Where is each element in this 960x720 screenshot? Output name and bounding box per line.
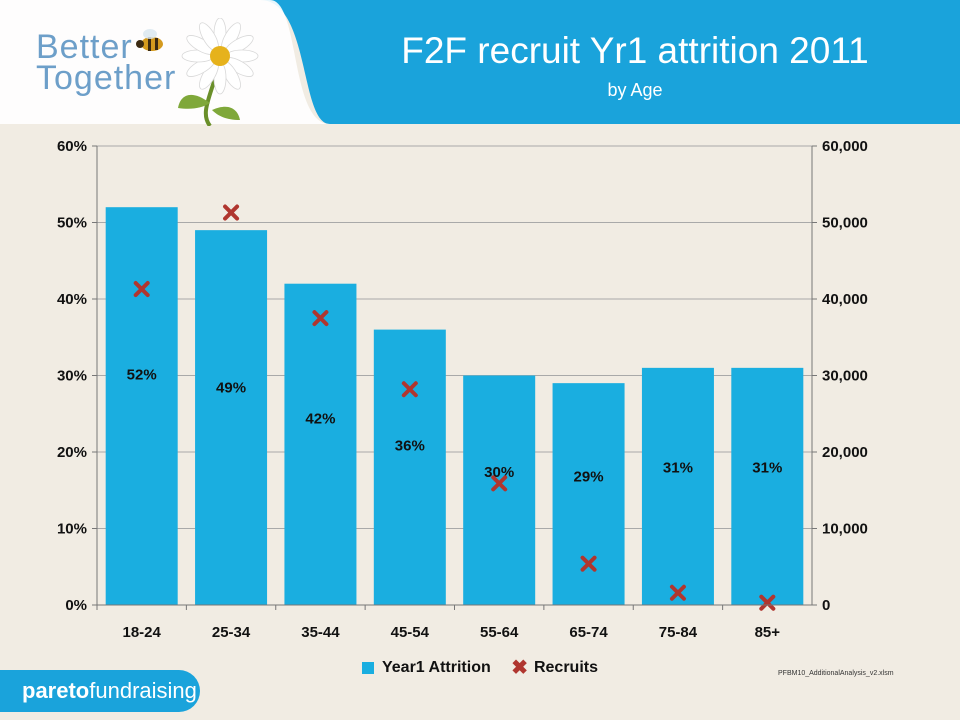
recruits-marker-85+ (759, 594, 776, 611)
bar-value-label: 52% (127, 366, 157, 383)
brand-wordmark-line1: Better (36, 28, 133, 66)
recruits-marker-75-84 (669, 584, 686, 601)
legend-bar-swatch (361, 662, 374, 674)
y-left-tick-label: 60% (57, 138, 87, 155)
legend-x-marker-icon: ✖ (511, 657, 528, 679)
x-tick-label: 45-54 (391, 624, 430, 641)
recruits-marker-35-44 (312, 310, 329, 327)
y-right-tick-label: 0 (822, 597, 830, 614)
markers-recruits (133, 204, 776, 611)
header-band (0, 0, 960, 124)
x-tick-label: 65-74 (569, 624, 608, 641)
bar-85+ (731, 367, 804, 605)
bar-value-label: 36% (395, 437, 425, 454)
bar-65-74 (552, 383, 625, 605)
y-left-tick-label: 30% (57, 368, 87, 385)
bar-value-label: 31% (752, 459, 782, 476)
y-left-tick-label: 0% (65, 597, 87, 614)
y-left-tick-label: 10% (57, 521, 87, 538)
y-right-tick-label: 40,000 (822, 291, 868, 308)
recruits-marker-45-54 (401, 381, 418, 398)
logo-wordmark-light: fundraising (89, 678, 197, 703)
bar-25-34 (195, 230, 268, 605)
y-right-tick-label: 30,000 (822, 368, 868, 385)
daisy-flower-illustration (136, 18, 259, 126)
recruits-marker-65-74 (580, 555, 597, 572)
bar-75-84 (641, 367, 714, 605)
logo-wordmark: paretofundraising (22, 678, 197, 704)
recruits-marker-25-34 (223, 204, 240, 221)
x-tick-label: 18-24 (123, 624, 162, 641)
bar-35-44 (284, 283, 357, 605)
legend-label-recruits: Recruits (533, 659, 598, 676)
bar-value-label: 29% (574, 468, 604, 485)
y-left-tick-label: 40% (57, 291, 87, 308)
y-left-tick-label: 20% (57, 444, 87, 461)
y-right-tick-label: 10,000 (822, 521, 868, 538)
x-tick-label: 85+ (755, 624, 781, 641)
bar-45-54 (373, 329, 446, 605)
x-tick-label: 55-64 (480, 624, 519, 641)
pareto-fundraising-logo: paretofundraising (0, 670, 200, 712)
legend-item-recruits: ✖ Recruits (511, 658, 598, 678)
y-left-tick-label: 50% (57, 215, 87, 232)
logo-wordmark-bold: pareto (22, 678, 90, 703)
bar-value-label: 42% (305, 411, 335, 428)
bar-55-64 (463, 375, 536, 605)
bars-year1-attrition (105, 207, 804, 605)
axes: 0% 10% 20% 30% 40% 50% 60% 0 10,000 20,000 30,000 4… (57, 138, 868, 641)
recruits-marker-18-24 (133, 281, 150, 298)
y-right-tick-label: 60,000 (822, 138, 868, 155)
legend-item-year1-attrition: Year1 Attrition (361, 659, 491, 677)
chart-legend: Year1 Attrition ✖ Recruits (0, 658, 960, 679)
x-tick-label: 75-84 (659, 624, 698, 641)
x-tick-label: 35-44 (301, 624, 340, 641)
slide-title: F2F recruit Yr1 attrition 2011 (401, 30, 869, 71)
bar-value-label: 49% (216, 380, 246, 397)
bar-data-labels: 52% 49% 42% 36% 30% 29% 31% 31% (127, 366, 783, 485)
y-right-tick-label: 50,000 (822, 215, 868, 232)
attrition-chart: 52% 49% 42% 36% 30% 29% 31% 31% 0% 10% 20% 30% 40% 5… (57, 138, 868, 641)
x-tick-label: 25-34 (212, 624, 251, 641)
source-file-name: PFBM10_AdditionalAnalysis_v2.xlsm (778, 670, 894, 677)
bar-value-label: 30% (484, 464, 514, 481)
brand-wordmark-line2: Together (36, 59, 177, 97)
legend-label-year1-attrition: Year1 Attrition (381, 659, 491, 676)
recruits-marker-55-64 (491, 475, 508, 492)
y-right-tick-label: 20,000 (822, 444, 868, 461)
slide-subtitle: by Age (607, 80, 663, 100)
bar-18-24 (105, 207, 178, 605)
bar-value-label: 31% (663, 459, 693, 476)
